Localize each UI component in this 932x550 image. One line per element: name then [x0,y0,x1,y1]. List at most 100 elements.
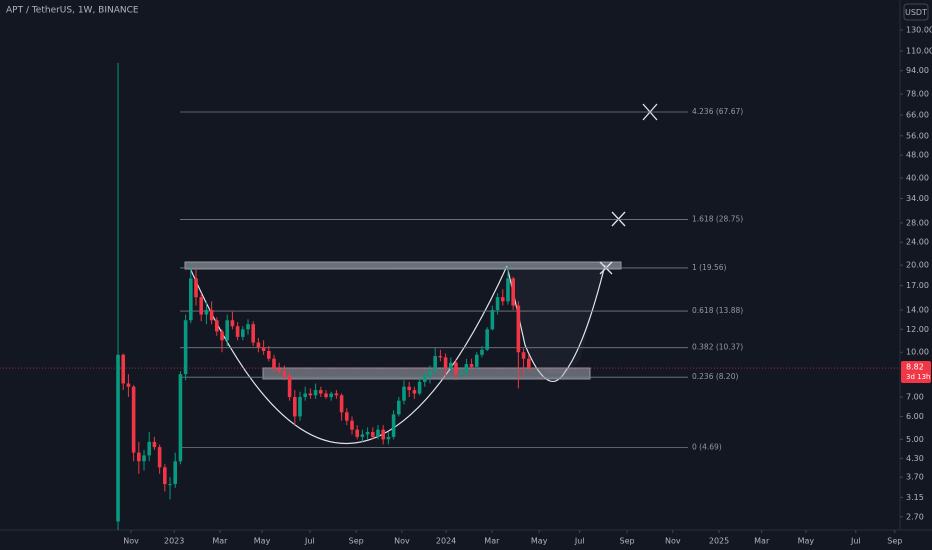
candle-body [246,324,250,330]
currency-button[interactable] [903,3,929,21]
x-tick-label: Nov [665,537,681,546]
x-tick-label: Sep [887,537,902,546]
fib-label: 0.618 (13.88) [692,306,743,315]
candle-body [121,354,126,384]
y-tick-label: 48.00 [906,151,929,160]
candle-body [454,362,458,375]
currency-label[interactable]: USDT [905,8,927,17]
candle-body [516,305,521,353]
candle-body [189,278,193,321]
candle-body [511,278,515,306]
candle-body [126,383,131,387]
candle-body [261,347,266,351]
y-tick-label: 34.00 [906,194,929,203]
x-tick-label: Jul [304,537,315,546]
y-tick-label: 56.00 [906,131,929,140]
candle-body [407,386,411,391]
x-tick-label: Jul [574,537,585,546]
candle-body [318,390,323,394]
y-tick-label: 40.00 [906,174,929,183]
candle-body [282,371,287,376]
candle-body [500,297,505,302]
candle-body [220,331,224,341]
y-tick-label: 28.00 [906,218,929,227]
candle-body [428,371,432,376]
candle-body [521,352,526,359]
candle-body [116,354,120,522]
candle-body [157,447,162,468]
candle-body [355,429,359,437]
y-tick-label: 12.00 [906,325,929,334]
fib-label: 0.382 (10.37) [692,343,743,352]
y-tick-label: 10.00 [906,348,929,357]
candle-body [215,320,219,332]
x-tick-label: Mar [754,537,770,546]
candle-body [168,484,172,486]
candle-body [396,400,401,415]
candle-body [303,393,307,398]
fib-label: 1 (19.56) [692,263,727,272]
candle-body [324,393,328,398]
candle-body [334,393,339,396]
candle-body [350,420,354,430]
candles [116,62,688,530]
candle-body [199,297,204,315]
y-tick-label: 110.00 [906,46,932,55]
candle-body [490,309,495,330]
x-tick-label: Jul [850,537,861,546]
candle-body [137,452,141,462]
candle-body [142,455,146,462]
x-tick-label: Nov [123,537,139,546]
candle-body [495,297,500,310]
x-tick-label: Sep [619,537,634,546]
candle-body [469,364,474,367]
candle-body [480,349,484,355]
candle-body [204,309,209,315]
candle-body [443,357,448,369]
y-tick-label: 3.15 [906,493,924,502]
candle-body [464,364,469,373]
candle-body [344,412,349,421]
candle-body [251,324,256,343]
candle-body [293,397,297,417]
y-tick-label: 7.00 [906,393,924,402]
candle-body [417,381,422,394]
fib-label: 0.236 (8.20) [692,372,738,381]
fib-label: 0 (4.69) [692,442,722,451]
y-tick-label: 3.70 [906,473,924,482]
candle-body [267,350,271,359]
y-tick-label: 66.00 [906,111,929,120]
y-tick-label: 94.00 [906,66,929,75]
candle-body [183,320,188,375]
fib-label: 4.236 (67.67) [692,107,743,116]
candle-body [391,414,396,437]
cup-curve [189,265,508,444]
x-tick-label: May [531,537,548,546]
candle-body [277,368,282,372]
y-tick-label: 6.00 [906,412,924,421]
candle-body [402,386,406,401]
cup-fill [190,265,620,375]
candle-body [241,329,245,337]
candle-body [433,356,437,372]
candle-body [163,467,167,485]
x-tick-label: May [254,537,271,546]
candle-body [235,326,240,337]
target-cross [611,211,626,227]
x-tick-label: Mar [212,537,228,546]
x-tick-label: 2024 [436,537,456,546]
y-tick-label: 5.00 [906,435,924,444]
candle-body [256,342,261,348]
candle-body [272,358,276,369]
y-tick-label: 14.00 [906,305,929,314]
candle-body [298,397,302,417]
candle-body [152,441,157,448]
y-tick-label: 24.00 [906,238,929,247]
candle-body [474,354,479,367]
candle-body [287,375,292,398]
x-tick-label: 2023 [164,537,184,546]
candle-body [339,395,344,413]
candle-body [438,356,443,358]
candle-body [448,362,453,369]
